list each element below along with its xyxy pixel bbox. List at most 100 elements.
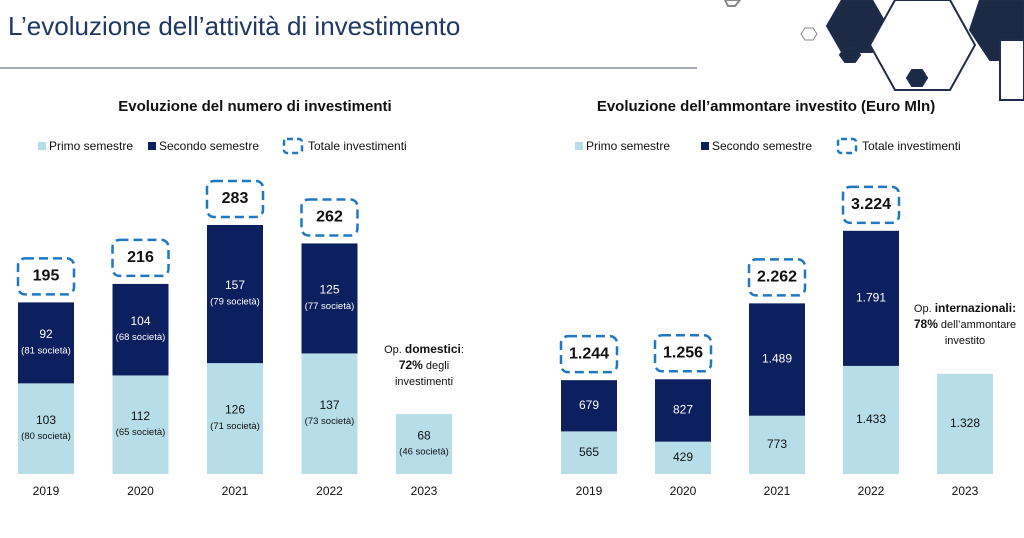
annotation-line: investito: [945, 335, 985, 347]
bar-note: (71 società): [210, 421, 260, 432]
bar-value-label: 773: [767, 437, 787, 451]
decoration: [723, 0, 1024, 101]
x-tick-label: 2022: [858, 484, 885, 498]
legend-swatch: [701, 142, 709, 150]
annotation-text: investito: [945, 335, 985, 347]
annotation-text: 72%: [399, 358, 423, 372]
bar-note: (79 società): [210, 297, 260, 308]
bar-note: (77 società): [305, 301, 355, 312]
bar-value-label: 157: [225, 278, 245, 292]
chart-title: Evoluzione del numero di investimenti: [118, 98, 391, 115]
annotation-text: dell’ammontare: [938, 319, 1016, 331]
bar-value-label: 1.328: [950, 416, 980, 430]
total-label: 2.262: [757, 269, 797, 286]
legend-swatch: [38, 142, 46, 150]
annotation-line: Op. internazionali:: [914, 301, 1016, 315]
legend-swatch: [836, 137, 858, 155]
slide-title: L’evoluzione dell’attività di investimen…: [8, 11, 460, 41]
x-tick-label: 2022: [316, 484, 343, 498]
total-label: 195: [33, 268, 60, 285]
chart-title: Evoluzione dell’ammontare investito (Eur…: [597, 98, 935, 115]
x-tick-label: 2020: [127, 484, 154, 498]
annotation-text: degli: [423, 360, 449, 372]
x-tick-label: 2023: [952, 484, 979, 498]
bar-note: (73 società): [305, 416, 355, 427]
bar-segment: [749, 303, 805, 416]
bar-value-label: 125: [319, 283, 339, 297]
bar-value-label: 565: [579, 445, 599, 459]
bar-value-label: 112: [131, 409, 150, 423]
bar-segment: [301, 243, 358, 354]
bar-segment: [207, 224, 263, 364]
annotation-text: internazionali:: [935, 301, 1016, 315]
annotation-line: 78% dell’ammontare: [914, 317, 1016, 331]
total-label: 262: [316, 209, 343, 226]
legend-label: Primo semestre: [586, 139, 670, 153]
total-label: 1.256: [663, 344, 703, 361]
bar-value-label: 104: [130, 314, 150, 328]
bar-segment: [655, 379, 711, 442]
bar-segment: [561, 380, 617, 432]
annotation-text: Op.: [914, 303, 935, 315]
bar-note: (68 società): [116, 332, 166, 343]
x-tick-label: 2020: [670, 484, 697, 498]
total-box: [205, 179, 265, 219]
x-tick-label: 2023: [411, 484, 438, 498]
x-tick-label: 2021: [222, 484, 249, 498]
total-box: [747, 258, 807, 297]
legend-swatch: [575, 142, 583, 150]
bar-value-label: 1.489: [762, 352, 792, 366]
legend-label: Totale investimenti: [308, 139, 407, 153]
bar-segment: [937, 373, 993, 474]
bar-segment: [396, 414, 452, 474]
annotation-line: Op. domestici:: [384, 342, 464, 356]
total-box: [111, 238, 170, 278]
bar-value-label: 92: [39, 327, 53, 341]
x-tick-label: 2019: [576, 484, 603, 498]
total-label: 1.244: [569, 345, 609, 362]
bar-value-label: 126: [225, 403, 245, 417]
bar-note: (81 società): [21, 345, 71, 356]
total-box: [559, 334, 619, 374]
bar-value-label: 679: [579, 398, 599, 412]
legend-swatch: [148, 142, 156, 150]
bar-segment: [843, 365, 899, 474]
bar-value-label: 429: [673, 450, 693, 464]
x-tick-label: 2019: [33, 484, 60, 498]
bar-segment: [301, 353, 358, 474]
bar-note: (80 società): [21, 431, 71, 442]
x-tick-label: 2021: [764, 484, 791, 498]
bar-value-label: 68: [417, 428, 431, 442]
annotation-text: 78%: [914, 317, 938, 331]
total-label: 3.224: [851, 196, 891, 213]
legend-label: Primo semestre: [49, 139, 133, 153]
bar-segment: [561, 431, 617, 474]
bar-value-label: 103: [36, 413, 56, 427]
bar-segment: [18, 383, 74, 474]
bar-value-label: 1.791: [856, 291, 886, 305]
total-label: 216: [127, 249, 154, 266]
legend-label: Secondo semestre: [159, 139, 259, 153]
bar-segment: [112, 283, 169, 376]
annotation-text: :: [461, 344, 464, 356]
legend-swatch: [282, 137, 304, 155]
bar-segment: [655, 441, 711, 474]
annotation-text: Op.: [384, 344, 405, 356]
total-label: 283: [222, 190, 249, 207]
legend-label: Totale investimenti: [862, 139, 961, 153]
annotation-text: domestici: [405, 342, 461, 356]
bar-note: (65 società): [116, 427, 166, 438]
bar-value-label: 827: [673, 403, 693, 417]
annotation-line: 72% degli: [399, 358, 449, 372]
total-box: [16, 257, 76, 296]
bar-segment: [18, 302, 74, 384]
annotation-text: investimenti: [395, 376, 453, 388]
total-box: [841, 185, 901, 225]
bar-note: (46 società): [399, 447, 449, 458]
bar-segment: [843, 230, 899, 366]
annotation-line: investimenti: [395, 376, 453, 388]
bar-value-label: 137: [319, 398, 339, 412]
legend-label: Secondo semestre: [712, 139, 812, 153]
bar-value-label: 1.433: [856, 412, 886, 426]
